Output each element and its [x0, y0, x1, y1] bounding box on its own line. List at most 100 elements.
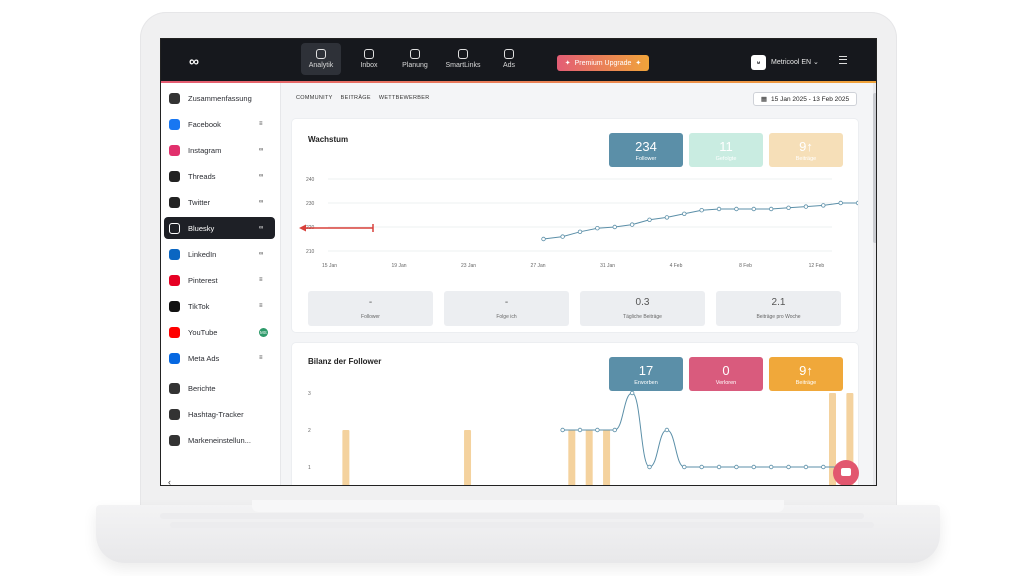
data-point	[699, 208, 704, 213]
stat-label: Follower	[361, 314, 380, 320]
stat-value: -	[504, 297, 509, 308]
y-tick-label: 240	[306, 177, 315, 183]
sidebar-item-label: Instagram	[188, 145, 222, 155]
x-tick-label: 23 Jan	[461, 263, 476, 269]
account-switcher[interactable]: Metricool EN ⌄	[771, 58, 819, 66]
data-point	[803, 464, 809, 470]
sidebar-item-hashtag-tracker[interactable]: Hashtag-Tracker	[164, 403, 275, 425]
y-tick-label: 1	[308, 465, 311, 471]
top-navigation-bar: ∞ Analytik Inbox Planung SmartLinks Ads …	[161, 39, 876, 83]
data-point	[612, 224, 617, 230]
tab-beitraege[interactable]: BEITRÄGE	[340, 95, 371, 101]
premium-upgrade-button[interactable]: ✦ Premium Upgrade ✦	[557, 55, 649, 71]
data-point	[577, 427, 583, 433]
sidebar-item-instagram[interactable]: Instagram ∞	[164, 139, 275, 161]
kpi-value: 0	[722, 362, 730, 378]
account-name: Metricool EN	[771, 59, 812, 66]
hashtag-icon	[169, 408, 180, 420]
sidebar-item-label: Hashtag-Tracker	[188, 409, 244, 419]
growth-title: Wachstum	[308, 135, 349, 144]
sidebar-item-label: Markeneinstellun...	[188, 435, 251, 445]
sidebar-item-tiktok[interactable]: TikTok ≡	[164, 295, 275, 317]
sidebar-item-threads[interactable]: Threads ∞	[164, 165, 275, 187]
scrollbar[interactable]	[873, 83, 876, 485]
connection-status-icon: ≡	[259, 355, 263, 361]
bar	[829, 393, 836, 485]
linkedin-icon	[169, 248, 180, 260]
sidebar-item-linkedin[interactable]: LinkedIn ∞	[164, 243, 275, 265]
tab-community[interactable]: COMMUNITY	[296, 95, 333, 101]
sparkle-icon: ✦	[564, 60, 571, 67]
calendar-icon	[410, 49, 420, 59]
sidebar-item-label: TikTok	[188, 301, 210, 311]
kpi-following: 11 Gefolgte	[689, 133, 763, 167]
account-avatar[interactable]: M	[751, 55, 766, 70]
nav-smartlinks[interactable]: SmartLinks	[441, 43, 485, 75]
follower-balance-chart: 1 2 3	[308, 391, 854, 485]
date-range-picker[interactable]: ▦ 15 Jan 2025 - 13 Feb 2025	[753, 92, 857, 106]
sidebar-item-twitter[interactable]: Twitter ∞	[164, 191, 275, 213]
connection-status-icon: ≡	[259, 121, 263, 127]
nav-label: Planung	[402, 62, 428, 69]
sidebar-item-label: Meta Ads	[188, 353, 220, 363]
sidebar: Zusammenfassung Facebook ≡ Instagram ∞ Thread…	[161, 83, 281, 486]
data-point	[647, 217, 652, 222]
kpi-follower: 234 Follower	[609, 133, 683, 167]
x-tick-label: 15 Jan	[322, 263, 337, 269]
sidebar-item-zusammenfassung[interactable]: Zusammenfassung	[164, 87, 275, 109]
sparkle-icon: ✦	[635, 60, 642, 67]
data-point	[612, 427, 617, 433]
kpi-lost: 0 Verloren	[689, 357, 763, 391]
sidebar-item-label: Pinterest	[188, 275, 218, 285]
kpi-label: Gefolgte	[715, 155, 737, 162]
data-point	[699, 464, 704, 470]
sidebar-item-meta-ads[interactable]: Meta Ads ≡	[164, 347, 275, 369]
chat-support-button[interactable]	[833, 460, 859, 485]
stat-label: Tägliche Beiträge	[623, 314, 662, 320]
data-point	[821, 203, 826, 208]
scrollbar-thumb[interactable]	[873, 93, 876, 243]
sidebar-item-label: Facebook	[188, 119, 221, 129]
kpi-label: Beiträge	[795, 379, 817, 386]
menu-icon[interactable]	[839, 56, 847, 64]
sidebar-item-facebook[interactable]: Facebook ≡	[164, 113, 275, 135]
nav-planung[interactable]: Planung	[395, 43, 435, 75]
kpi-gained: 17 Erworben	[609, 357, 683, 391]
sidebar-item-berichte[interactable]: Berichte	[164, 377, 275, 399]
data-point	[821, 464, 826, 470]
megaphone-icon	[504, 49, 514, 59]
sidebar-item-pinterest[interactable]: Pinterest ≡	[164, 269, 275, 291]
nav-inbox[interactable]: Inbox	[349, 43, 389, 75]
data-point	[664, 427, 670, 433]
nav-ads[interactable]: Ads	[491, 43, 527, 75]
data-point	[716, 464, 722, 470]
pinterest-icon	[169, 274, 180, 286]
collapse-sidebar-icon[interactable]: ‹	[168, 477, 171, 486]
sidebar-item-youtube[interactable]: YouTube MS	[164, 321, 275, 343]
data-point	[716, 206, 722, 212]
sidebar-item-bluesky[interactable]: Bluesky ∞	[164, 217, 275, 239]
tab-wettbewerber[interactable]: WETTBEWERBER	[378, 95, 430, 101]
report-icon	[169, 382, 180, 394]
stat-follower: - Follower	[308, 291, 433, 326]
clipboard-icon	[169, 92, 180, 104]
sidebar-item-label: Berichte	[188, 383, 216, 393]
stat-value: 0.3	[635, 297, 650, 308]
keyboard-row	[160, 513, 864, 519]
balance-title: Bilanz der Follower	[308, 357, 382, 366]
nav-analytik[interactable]: Analytik	[301, 43, 341, 75]
bar	[603, 430, 611, 485]
link-icon	[458, 49, 468, 59]
sidebar-item-markeneinstellun[interactable]: Markeneinstellun...	[164, 429, 275, 451]
accent-line	[161, 81, 876, 83]
x-tick-label: 19 Jan	[392, 263, 407, 269]
app-logo[interactable]: ∞	[189, 53, 199, 69]
x-tick-label: 4 Feb	[670, 263, 683, 269]
growth-card: Wachstum 234 Follower 11 Gefolgte 9↑ Bei…	[292, 119, 858, 332]
kpi-posts: 9↑ Beiträge	[769, 357, 843, 391]
youtube-icon	[169, 326, 180, 338]
x-tick-label: 27 Jan	[531, 263, 546, 269]
stat-weekly-posts: 2.1 Beiträge pro Woche	[716, 291, 841, 326]
sidebar-item-label: LinkedIn	[188, 249, 217, 259]
